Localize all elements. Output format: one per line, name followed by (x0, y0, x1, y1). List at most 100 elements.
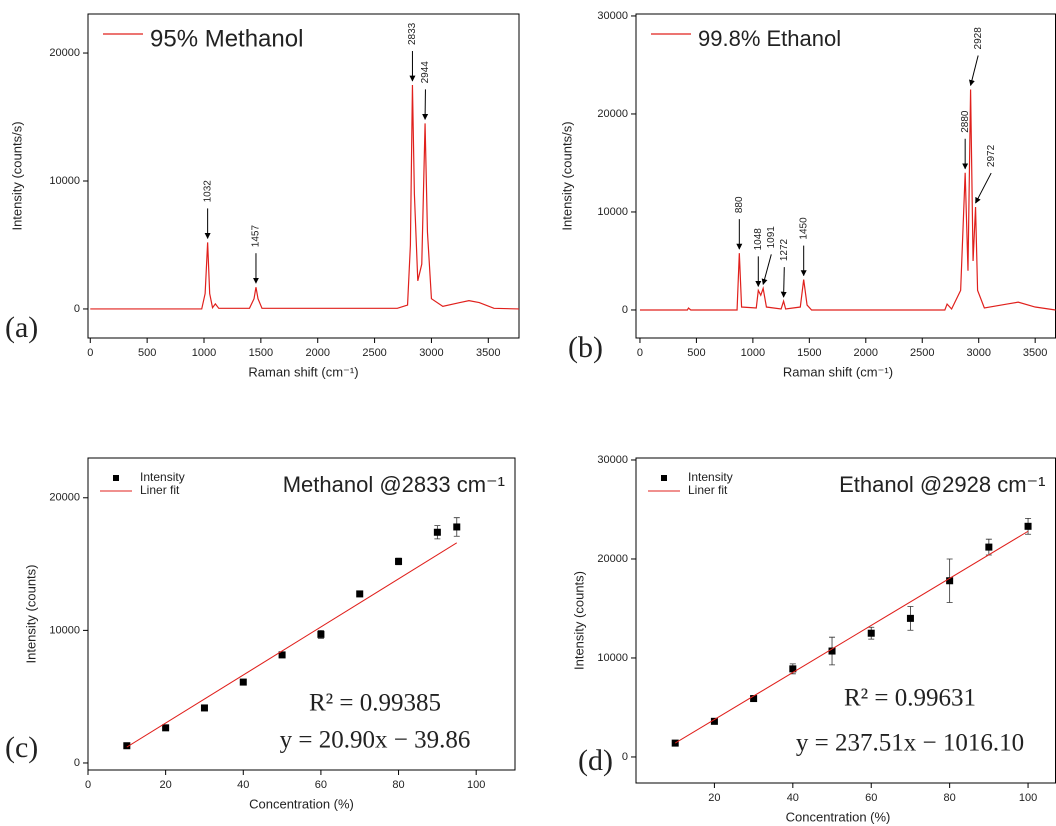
peak-arrow (975, 172, 992, 204)
y-tick-label: 0 (622, 304, 628, 316)
data-point (278, 651, 286, 659)
x-tick-label: 500 (138, 347, 156, 359)
plot-frame (635, 13, 1056, 339)
y-tick-label: 20000 (597, 108, 628, 120)
chart-title: Ethanol @2928 cm⁻¹ (839, 472, 1045, 497)
y-tick-label: 20000 (49, 492, 80, 504)
peak-label: 2944 (420, 61, 431, 84)
y-axis-label: Intensity (counts) (23, 565, 38, 664)
data-point (906, 614, 914, 622)
x-axis-label: Concentration (%) (786, 809, 891, 824)
x-tick-label: 40 (787, 792, 799, 804)
plot-frame (87, 457, 516, 771)
annotation: y = 237.51x − 1016.10 (796, 730, 1024, 757)
data-point (356, 590, 364, 598)
x-tick-label: 2000 (305, 347, 329, 359)
y-tick-label: 10000 (49, 175, 80, 187)
y-tick-label: 0 (74, 303, 80, 315)
y-axis-label: Intensity (counts/s) (9, 121, 24, 230)
panel-label: (c) (5, 731, 38, 764)
legend-marker (661, 475, 667, 481)
x-tick-label: 2500 (910, 347, 934, 359)
fit-line (674, 530, 1029, 744)
x-tick-label: 1500 (797, 347, 821, 359)
legend-marker (113, 475, 119, 481)
data-point (1024, 522, 1032, 530)
x-tick-label: 2500 (362, 347, 386, 359)
data-point (123, 742, 131, 750)
x-axis-label: Concentration (%) (249, 796, 354, 811)
y-tick-label: 10000 (49, 624, 80, 636)
x-tick-label: 40 (237, 779, 249, 791)
plot-frame (87, 13, 520, 339)
x-tick-label: 3000 (419, 347, 443, 359)
peak-arrow (780, 267, 787, 298)
x-tick-label: 1000 (192, 347, 216, 359)
legend-label: Liner fit (140, 483, 180, 497)
data-point (789, 665, 797, 673)
y-tick-label: 10000 (597, 206, 628, 218)
y-tick-label: 20000 (597, 553, 628, 565)
chart-title: Methanol @2833 cm⁻¹ (283, 472, 505, 497)
spectrum-line (639, 89, 1056, 311)
y-axis-label: Intensity (counts) (571, 571, 586, 670)
x-tick-label: 3500 (1023, 347, 1047, 359)
peak-label: 1272 (779, 238, 790, 261)
peak-arrow (968, 55, 979, 87)
legend-label: Liner fit (688, 483, 728, 497)
x-tick-label: 60 (315, 779, 327, 791)
y-tick-label: 20000 (49, 47, 80, 59)
legend-label: Intensity (688, 470, 733, 484)
y-tick-label: 30000 (597, 454, 628, 466)
panel-label: (d) (578, 744, 613, 777)
x-tick-label: 3000 (966, 347, 990, 359)
panel-label: (a) (5, 311, 38, 344)
y-tick-label: 0 (74, 757, 80, 769)
panel-label: (b) (568, 331, 603, 364)
peak-label: 1048 (753, 228, 764, 251)
spectrum-line (90, 85, 520, 310)
x-tick-label: 80 (944, 792, 956, 804)
data-point (710, 717, 718, 725)
data-point (317, 630, 325, 638)
x-tick-label: 1500 (249, 347, 273, 359)
data-point (433, 528, 441, 536)
legend-label: 95% Methanol (150, 25, 303, 52)
x-tick-label: 100 (1019, 792, 1037, 804)
peak-label: 880 (734, 196, 745, 213)
data-point (750, 695, 758, 703)
x-tick-label: 20 (160, 779, 172, 791)
y-tick-label: 30000 (597, 10, 628, 22)
x-tick-label: 0 (637, 347, 643, 359)
y-tick-label: 0 (622, 751, 628, 763)
data-point (239, 678, 247, 686)
x-tick-label: 20 (708, 792, 720, 804)
data-point (867, 629, 875, 637)
annotation: y = 20.90x − 39.86 (280, 727, 471, 754)
x-tick-label: 1000 (741, 347, 765, 359)
x-tick-label: 60 (865, 792, 877, 804)
annotation: R² = 0.99631 (844, 685, 976, 712)
x-tick-label: 3500 (476, 347, 500, 359)
data-point (828, 647, 836, 655)
x-tick-label: 100 (467, 779, 485, 791)
fit-line (126, 542, 458, 748)
peak-arrow (761, 254, 772, 285)
x-tick-label: 0 (87, 347, 93, 359)
data-point (200, 704, 208, 712)
x-tick-label: 0 (85, 779, 91, 791)
legend-label: Intensity (140, 470, 185, 484)
y-tick-label: 10000 (597, 652, 628, 664)
data-point (395, 557, 403, 565)
data-point (985, 543, 993, 551)
annotation: R² = 0.99385 (309, 690, 441, 717)
legend-label: 99.8% Ethanol (698, 26, 841, 51)
data-point (453, 523, 461, 531)
data-point (162, 724, 170, 732)
peak-label: 2972 (986, 144, 997, 167)
x-axis-label: Raman shift (cm⁻¹) (783, 364, 893, 379)
x-tick-label: 2000 (854, 347, 878, 359)
data-point (946, 577, 954, 585)
